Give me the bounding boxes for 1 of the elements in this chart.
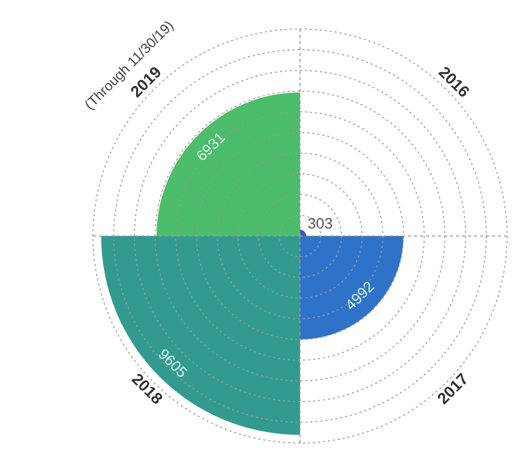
data-label: 303 <box>308 215 333 232</box>
